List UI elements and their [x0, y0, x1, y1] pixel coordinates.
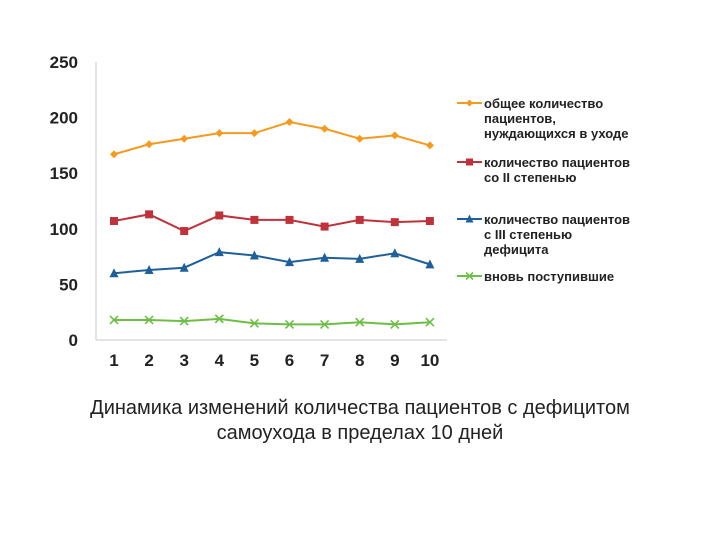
y-tick-label: 50 [59, 275, 78, 294]
legend-swatch-marker [466, 158, 473, 166]
data-point [249, 318, 259, 328]
x-tick-label: 6 [285, 351, 294, 370]
data-point [145, 140, 154, 149]
x-tick-label: 4 [215, 351, 225, 370]
data-point [425, 141, 434, 150]
data-point [250, 215, 259, 224]
caption-line-1: Динамика изменений количества пациентов … [90, 397, 630, 419]
line-chart: 0 50 100 150 200 250 1 2 3 4 5 6 7 8 9 10 общее количе… [50, 53, 630, 370]
data-point [390, 248, 400, 258]
data-point [285, 118, 294, 127]
legend-label: с III степенью [484, 227, 572, 242]
series-layer [109, 118, 435, 329]
data-point [215, 129, 224, 138]
data-point [355, 134, 364, 143]
data-point [109, 315, 119, 325]
data-point [250, 129, 259, 138]
data-point [180, 227, 189, 236]
data-point [180, 134, 189, 143]
data-point [179, 262, 189, 272]
data-point [425, 259, 435, 269]
series-line [114, 317, 430, 326]
data-point [284, 319, 295, 329]
data-point [320, 319, 330, 329]
data-point [110, 217, 118, 226]
data-point [285, 257, 294, 267]
data-point [320, 252, 330, 262]
data-point [390, 218, 399, 227]
x-tick-label: 8 [355, 351, 364, 370]
data-point [390, 319, 400, 329]
y-tick-label: 200 [50, 109, 78, 128]
x-tick-label: 1 [109, 351, 118, 370]
legend-label: вновь поступившие [484, 269, 614, 284]
x-tick-label: 2 [144, 351, 153, 370]
data-point [425, 217, 434, 226]
data-point [285, 215, 294, 224]
y-axis-ticks: 0 50 100 150 200 250 [50, 53, 78, 350]
data-point [214, 247, 224, 257]
series-line [113, 251, 431, 275]
y-tick-label: 100 [50, 220, 78, 239]
data-point [320, 124, 329, 133]
series-2 [110, 210, 434, 236]
y-tick-label: 250 [50, 53, 78, 72]
x-tick-label: 10 [420, 351, 439, 370]
data-point [109, 268, 119, 278]
x-tick-label: 5 [250, 351, 259, 370]
x-tick-label: 9 [390, 351, 399, 370]
data-point [355, 215, 364, 224]
data-point [249, 250, 259, 260]
data-point [144, 264, 154, 274]
chart-caption: Динамика изменений количества пациентов … [20, 396, 700, 446]
legend-swatch-marker [465, 214, 474, 223]
legend-label: количество пациентов [484, 212, 630, 227]
x-axis-ticks: 1 2 3 4 5 6 7 8 9 10 [109, 351, 439, 370]
legend-label: количество пациентов [484, 155, 630, 170]
legend-label: общее количество [484, 96, 603, 111]
data-point [144, 315, 154, 325]
legend-label: пациентов, [484, 111, 556, 126]
data-point [215, 211, 224, 220]
legend-label: нуждающихся в уходе [484, 126, 629, 141]
y-tick-label: 150 [50, 164, 78, 183]
legend-label: дефицита [484, 242, 549, 257]
legend-swatch-marker [466, 99, 473, 107]
series-1 [110, 118, 434, 159]
data-point [320, 222, 329, 231]
series-3 [109, 247, 435, 278]
data-point [214, 314, 224, 324]
data-point [355, 317, 365, 327]
data-point [179, 316, 189, 326]
y-tick-label: 0 [69, 331, 78, 350]
data-point [425, 317, 435, 327]
legend-item: вновь поступившие [457, 269, 614, 284]
legend-swatch-marker [465, 271, 474, 281]
data-point [390, 131, 399, 140]
caption-line-2: самоухода в пределах 10 дней [216, 422, 504, 444]
series-line [113, 213, 430, 233]
data-point [355, 253, 365, 263]
data-point [110, 150, 118, 159]
series-4 [109, 314, 435, 329]
x-tick-label: 7 [320, 351, 329, 370]
data-point [145, 210, 154, 219]
x-tick-label: 3 [179, 351, 188, 370]
legend-label: со II степенью [484, 170, 576, 185]
series-line [113, 121, 431, 156]
